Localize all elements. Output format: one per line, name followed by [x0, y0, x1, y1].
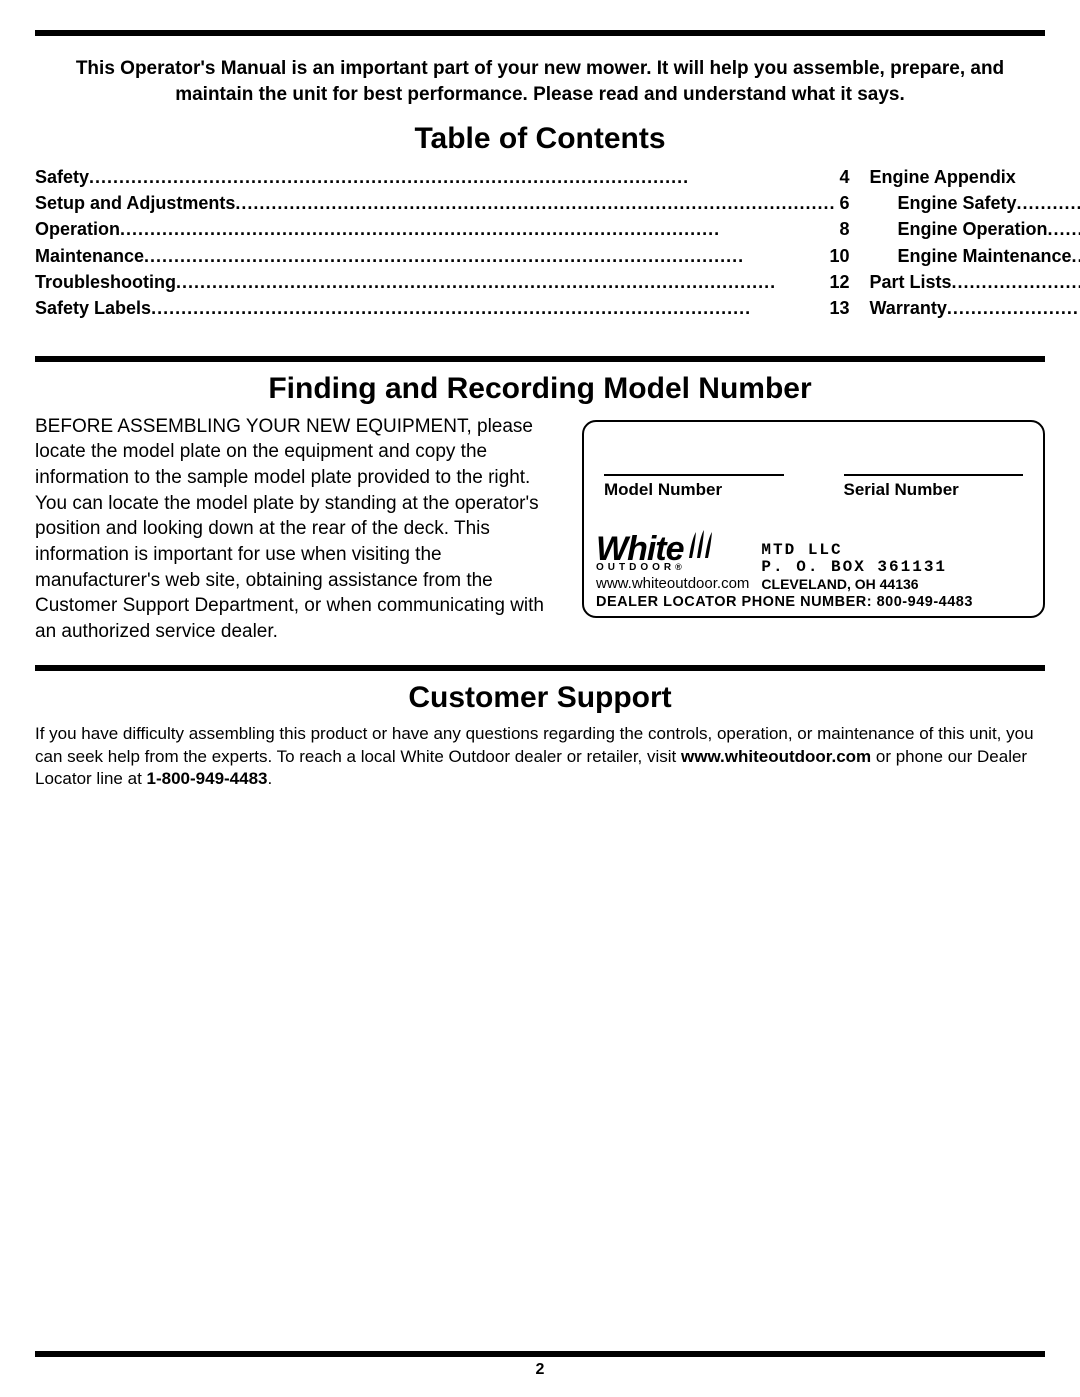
toc-item: Setup and Adjustments 6	[35, 190, 849, 216]
toc-right-column: Engine Appendix Engine Safety 14 Engine …	[869, 164, 1080, 321]
toc-leader	[235, 190, 835, 216]
toc-label: Warranty	[869, 295, 946, 321]
toc-page: 4	[835, 164, 849, 190]
toc-item: Safety Labels 13	[35, 295, 849, 321]
plate-fields: Model Number Serial Number	[604, 474, 1023, 500]
toc-item: Engine Maintenance 18	[869, 243, 1080, 269]
serial-number-line	[844, 474, 1024, 476]
toc-page: 13	[825, 295, 849, 321]
toc-label: Part Lists	[869, 269, 951, 295]
toc-page: 8	[835, 216, 849, 242]
toc-leader	[176, 269, 825, 295]
mid-rule-2	[35, 665, 1045, 671]
model-section: BEFORE ASSEMBLING YOUR NEW EQUIPMENT, pl…	[35, 414, 1045, 645]
toc-left-column: Safety 4 Setup and Adjustments 6 Operati…	[35, 164, 849, 321]
dealer-locator-line: DEALER LOCATOR PHONE NUMBER: 800-949-448…	[596, 594, 1031, 610]
model-number-label: Model Number	[604, 480, 784, 500]
toc-label: Engine Safety	[897, 190, 1016, 216]
toc-leader	[947, 295, 1080, 321]
company-address: MTD LLC P. O. BOX 361131 CLEVELAND, OH 4…	[761, 542, 1031, 593]
toc-item: Safety 4	[35, 164, 849, 190]
toc-leader	[1048, 216, 1080, 242]
mid-rule-1	[35, 356, 1045, 362]
toc-leader	[151, 295, 825, 321]
toc-leader	[89, 164, 835, 190]
company-city: CLEVELAND, OH 44136	[761, 577, 1031, 592]
toc-subheading: Engine Appendix	[869, 164, 1080, 190]
toc-label: Safety Labels	[35, 295, 151, 321]
toc-item: Warranty back cover	[869, 295, 1080, 321]
toc-leader	[1072, 243, 1080, 269]
toc-label: Maintenance	[35, 243, 144, 269]
toc-item: Engine Safety 14	[869, 190, 1080, 216]
intro-paragraph: This Operator's Manual is an important p…	[45, 56, 1035, 107]
brand-block: White OUTDOOR® www.whiteoutdoor.com	[596, 530, 749, 593]
toc-label: Setup and Adjustments	[35, 190, 235, 216]
model-body: please locate the model plate on the equ…	[35, 416, 544, 642]
brand-logo: White	[596, 530, 749, 565]
top-rule	[35, 30, 1045, 36]
support-heading: Customer Support	[35, 681, 1045, 715]
page-number: 2	[0, 1361, 1080, 1379]
toc-heading: Table of Contents	[35, 122, 1045, 156]
toc-label: Engine Maintenance	[897, 243, 1071, 269]
toc-label: Engine Operation	[897, 216, 1047, 242]
toc-item: Engine Operation 16	[869, 216, 1080, 242]
support-phone: 1-800-949-4483	[147, 769, 268, 788]
serial-number-field: Serial Number	[844, 474, 1024, 500]
brand-subtitle: OUTDOOR®	[596, 562, 749, 573]
toc-leader	[120, 216, 835, 242]
model-number-line	[604, 474, 784, 476]
brand-swoosh-icon	[686, 530, 714, 565]
toc-item: Troubleshooting 12	[35, 269, 849, 295]
model-number-field: Model Number	[604, 474, 784, 500]
toc-item: Part Lists 24	[869, 269, 1080, 295]
company-name: MTD LLC	[761, 542, 1031, 560]
toc-leader	[144, 243, 825, 269]
company-pobox: P. O. BOX 361131	[761, 559, 1031, 577]
toc-page: 10	[825, 243, 849, 269]
model-lead: BEFORE ASSEMBLING YOUR NEW EQUIPMENT,	[35, 416, 472, 437]
toc-leader	[952, 269, 1080, 295]
footer-rule	[35, 1351, 1045, 1357]
toc-page: 12	[825, 269, 849, 295]
model-plate: Model Number Serial Number White	[582, 420, 1045, 619]
toc-page: 6	[835, 190, 849, 216]
toc-label: Operation	[35, 216, 120, 242]
brand-name: White	[596, 534, 684, 565]
plate-bottom: White OUTDOOR® www.whiteoutdoor.com MTD …	[596, 530, 1031, 593]
toc-label: Safety	[35, 164, 89, 190]
model-heading: Finding and Recording Model Number	[35, 372, 1045, 406]
model-paragraph: BEFORE ASSEMBLING YOUR NEW EQUIPMENT, pl…	[35, 414, 562, 645]
toc-label: Troubleshooting	[35, 269, 176, 295]
brand-url: www.whiteoutdoor.com	[596, 575, 749, 592]
toc-item: Operation 8	[35, 216, 849, 242]
toc-leader	[1017, 190, 1080, 216]
support-paragraph: If you have difficulty assembling this p…	[35, 723, 1045, 792]
toc-container: Safety 4 Setup and Adjustments 6 Operati…	[35, 164, 1045, 321]
support-text-c: .	[268, 769, 273, 788]
toc-item: Maintenance 10	[35, 243, 849, 269]
support-link: www.whiteoutdoor.com	[681, 747, 871, 766]
serial-number-label: Serial Number	[844, 480, 1024, 500]
